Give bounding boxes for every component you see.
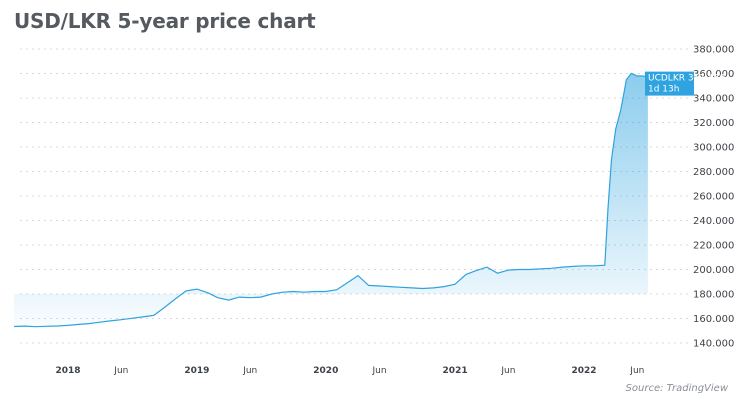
- y-tick-label: 280.000: [693, 167, 734, 178]
- x-tick-label: 2019: [184, 366, 209, 376]
- y-tick-label: 380.000: [693, 45, 734, 56]
- price-area: [14, 73, 648, 327]
- last-price-tag-box: [645, 71, 694, 96]
- x-tick-label: Jun: [371, 366, 386, 376]
- last-price-tag: UCDLKR 357.470 1d 13h: [645, 71, 725, 96]
- y-tick-label: 320.000: [693, 118, 734, 129]
- y-tick-label: 340.000: [693, 94, 734, 105]
- y-tick-label: 240.000: [693, 216, 734, 227]
- x-tick-label: 2020: [313, 366, 338, 376]
- price-line: [13, 72, 648, 328]
- y-tick-label: 220.000: [693, 241, 734, 252]
- y-tick-label: 360.000: [693, 69, 734, 80]
- last-price-tag-label: UCDLKR 357.470: [648, 74, 725, 84]
- y-tick-label: 300.000: [693, 143, 734, 154]
- x-tick-label: Jun: [500, 366, 515, 376]
- y-tick-label: 260.000: [693, 192, 734, 203]
- last-price-tag-countdown: 1d 13h: [648, 85, 679, 95]
- source-caption: Source: TradingView: [625, 383, 728, 394]
- y-tick-label: 140.000: [693, 339, 734, 350]
- x-axis-labels: 2018 Jun 2019 Jun 2020 Jun 2021 Jun 2022 Jun: [55, 366, 644, 376]
- x-tick-label: Jun: [113, 366, 128, 376]
- x-tick-label: Jun: [242, 366, 257, 376]
- x-tick-label: 2018: [55, 366, 80, 376]
- x-tick-label: Jun: [629, 366, 644, 376]
- x-tick-label: 2021: [443, 366, 468, 376]
- x-tick-label: 2022: [571, 366, 596, 376]
- y-tick-label: 180.000: [693, 290, 734, 301]
- y-axis-labels: 380.000 360.000 340.000 320.000 300.000 280.0…: [693, 45, 734, 350]
- y-tick-label: 200.000: [693, 265, 734, 276]
- y-tick-label: 160.000: [693, 314, 734, 325]
- chart-title: USD/LKR 5-year price chart: [14, 9, 316, 33]
